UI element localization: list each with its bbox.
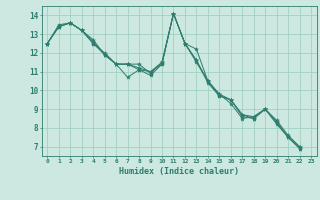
- X-axis label: Humidex (Indice chaleur): Humidex (Indice chaleur): [119, 167, 239, 176]
